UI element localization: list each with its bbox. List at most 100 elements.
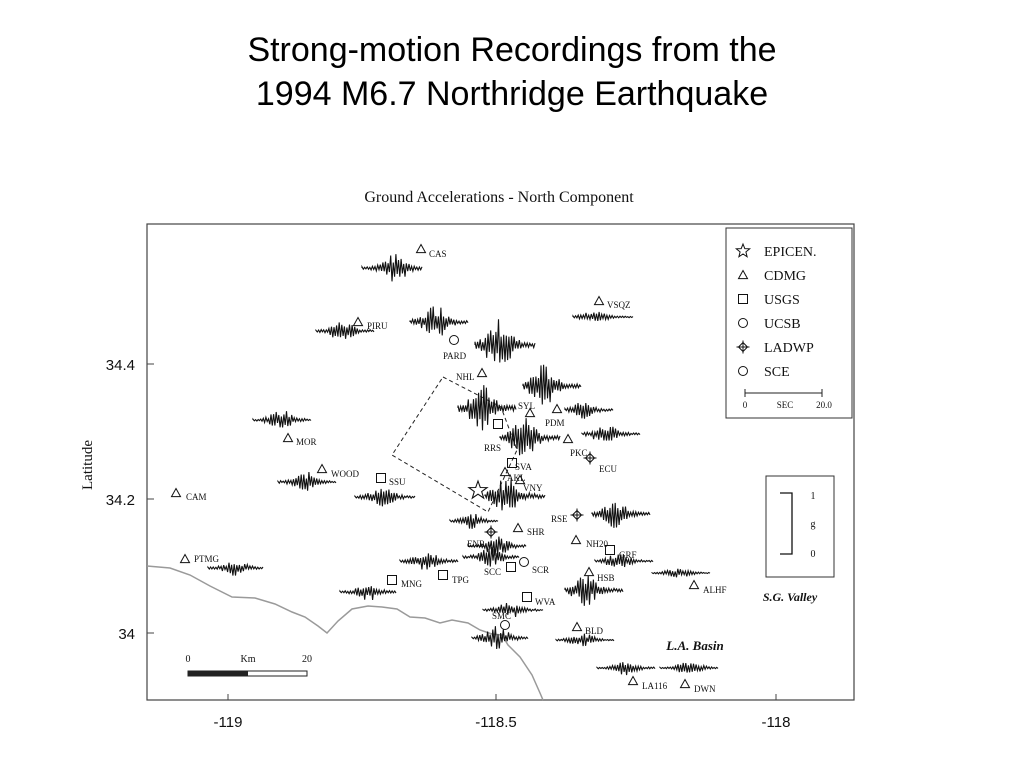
station-shr: SHR: [467, 522, 545, 557]
legend-circle-icon: [738, 366, 748, 376]
seismogram-trace: [572, 311, 634, 322]
station-label: WVA: [535, 597, 556, 607]
station-triangle-icon: [179, 553, 191, 564]
legend-label: USGS: [764, 293, 800, 308]
seismogram-trace: [252, 411, 312, 428]
station-triangle-icon: [562, 433, 574, 444]
legend-label: CDMG: [764, 269, 806, 284]
station-nhl: NHL: [456, 319, 536, 382]
seismogram-trace: [522, 364, 582, 405]
seismogram-trace: [659, 662, 719, 673]
distance-scale-start: 0: [186, 654, 191, 665]
seismogram-trace: [449, 514, 499, 529]
legend-item-ucsb: UCSB: [738, 317, 801, 332]
amplitude-scale-bottom: 0: [811, 549, 816, 560]
seismogram-trace: [354, 488, 416, 507]
station-triangle-icon: [499, 466, 511, 477]
station-label: CAM: [186, 492, 207, 502]
seismogram-trace: [591, 502, 651, 528]
seismogram-trace: [484, 479, 546, 511]
station-label: ENR: [467, 539, 485, 549]
amplitude-scale-bracket: [780, 492, 793, 555]
legend-item-sce: SCE: [738, 365, 790, 380]
station-wood: WOOD: [277, 463, 359, 491]
seismogram-trace: [399, 553, 459, 570]
station-triangle-icon: [316, 463, 328, 474]
station-triangle-icon: [524, 407, 536, 418]
legend-square-icon: [738, 294, 748, 304]
station-label: BLD: [585, 626, 604, 636]
x-tick-label: -118: [762, 714, 791, 731]
station-label: VNY: [523, 483, 543, 493]
station-square-icon: [438, 570, 448, 580]
station-triangle-icon: [512, 522, 524, 533]
station-triangle-icon: [415, 243, 427, 254]
seismogram-trace: [207, 562, 264, 576]
station-triangle-icon: [583, 566, 595, 577]
station-triangle-icon: [627, 675, 639, 686]
station-label: PKC: [570, 448, 588, 458]
seismogram-trace: [564, 575, 624, 606]
seismogram-trace: [462, 547, 520, 567]
station-pdm: PDM: [522, 364, 582, 428]
station-ssu: SSU: [354, 473, 416, 507]
seismogram-trace: [482, 603, 544, 617]
station-circle-icon: [519, 557, 529, 567]
map-frame: [146, 223, 855, 701]
station-circle-icon: [500, 620, 510, 630]
seismogram-trace: [361, 254, 423, 282]
station-square-icon: [522, 592, 532, 602]
distance-scale-fill: [188, 671, 248, 676]
distance-scale-end: 20: [302, 654, 312, 665]
station-label: ECU: [599, 464, 618, 474]
stations-layer: CAS PIRU PARD VSQZ NHL SYL PDM MOR RRS PKC ECU WOOD…: [170, 243, 727, 694]
station-triangle-icon: [476, 367, 488, 378]
station-label: PARD: [443, 351, 467, 361]
station-label: RSE: [551, 514, 568, 524]
seismogram-trace: [581, 426, 641, 441]
station-label: SSU: [389, 477, 406, 487]
station-label: VSQZ: [607, 300, 631, 310]
station-mng: MNG: [339, 575, 423, 601]
station-label: MNG: [401, 579, 423, 589]
station-pard: PARD: [409, 306, 469, 361]
station-label: DWN: [694, 684, 716, 694]
station-mor: MOR: [252, 411, 317, 447]
station-label: SCR: [532, 565, 549, 575]
station-sva: SVA: [507, 458, 532, 472]
station-label: WOOD: [331, 469, 359, 479]
station-triangle-icon: [593, 295, 605, 306]
y-tick-label: 34.2: [106, 492, 135, 509]
station-label: PDM: [545, 418, 565, 428]
y-axis-label: Latitude: [80, 440, 96, 490]
station-diamond-cross-icon: [484, 525, 498, 539]
station-square-icon: [507, 458, 517, 468]
station-triangle-icon: [688, 579, 700, 590]
station-triangle-icon: [170, 487, 182, 498]
station-circle-icon: [449, 335, 459, 345]
legend-item-cdmg: CDMG: [737, 269, 806, 284]
station-triangle-icon: [352, 316, 364, 327]
station-label: MOR: [296, 437, 317, 447]
station-square-icon: [605, 545, 615, 555]
seismogram-trace: [277, 472, 337, 491]
station-label: SHR: [527, 527, 545, 537]
coastline: [146, 565, 544, 701]
station-label: RRS: [484, 443, 501, 453]
station-label: HSB: [597, 573, 615, 583]
station-square-icon: [493, 419, 503, 429]
legend-label: UCSB: [764, 317, 801, 332]
station-syl: SYL: [457, 385, 536, 431]
station-square-icon: [387, 575, 397, 585]
station-tpg: TPG: [399, 553, 470, 585]
time-scale-start: 0: [743, 400, 748, 410]
seismogram-trace: [499, 418, 561, 456]
station-label: SCC: [484, 567, 501, 577]
station-smc: SMC: [471, 611, 529, 650]
station-label: SMC: [492, 611, 511, 621]
station-label: NHL: [456, 372, 475, 382]
station-label: CAS: [429, 249, 447, 259]
time-scale-unit: SEC: [777, 400, 794, 410]
station-ecu: ECU: [581, 426, 641, 474]
station-label: LA116: [642, 681, 668, 691]
